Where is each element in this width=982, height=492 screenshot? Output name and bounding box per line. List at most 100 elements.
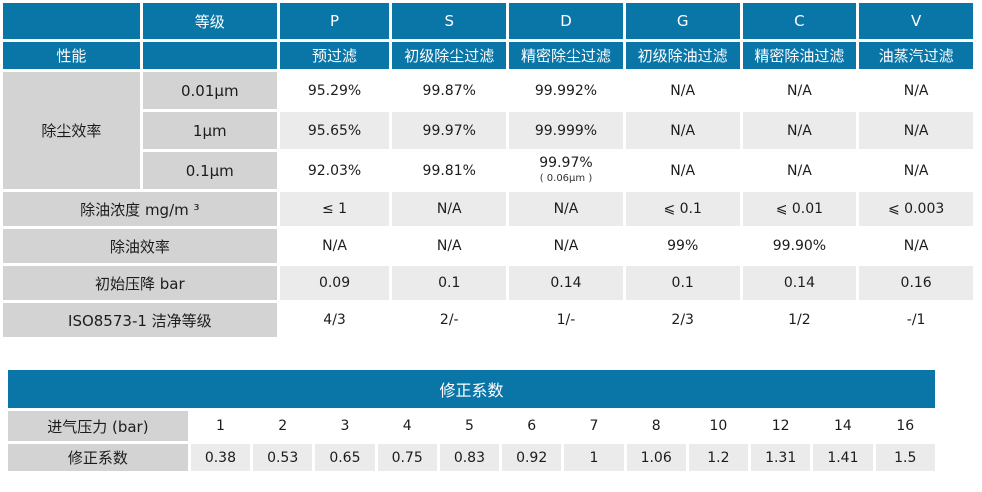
oil-concentration-row: 除油浓度 mg/m ³ ≤ 1 N/A N/A ⩽ 0.1 ⩽ 0.01 ⩽ 0… — [3, 192, 973, 226]
factor-value: 0.83 — [439, 444, 500, 471]
factor-value: 0.65 — [315, 444, 375, 471]
grade-cell-c: C — [742, 3, 857, 39]
value-cell: N/A — [859, 229, 973, 263]
value-cell: N/A — [279, 229, 390, 263]
filter-name-c: 精密除油过滤 — [742, 42, 857, 69]
pressure-value: 6 — [502, 411, 562, 441]
correction-title-row: 修正系数 — [8, 370, 935, 408]
pressure-value: 5 — [439, 411, 500, 441]
dust-efficiency-label: 除尘效率 — [3, 72, 140, 189]
factor-value: 1.5 — [875, 444, 935, 471]
factor-value: 0.38 — [190, 444, 251, 471]
value-text: 99.97% — [539, 154, 593, 171]
value-cell: 1/- — [509, 303, 623, 337]
value-cell: 2/- — [392, 303, 507, 337]
value-cell: ≤ 1 — [279, 192, 390, 226]
filter-name-header-row: 性能 预过滤 初级除尘过滤 精密除尘过滤 初级除油过滤 精密除油过滤 油蒸汽过滤 — [3, 42, 973, 69]
factor-value: 1.2 — [688, 444, 749, 471]
value-cell: 99% — [625, 229, 740, 263]
grade-cell-g: G — [625, 3, 740, 39]
value-note: ( 0.06μm ) — [539, 172, 593, 184]
correction-factor-row: 修正系数 0.38 0.53 0.65 0.75 0.83 0.92 1 1.0… — [8, 444, 935, 471]
value-cell: N/A — [742, 112, 857, 149]
iso-class-row: ISO8573-1 洁净等级 4/3 2/- 1/- 2/3 1/2 -/1 — [3, 303, 973, 337]
filter-name-g: 初级除油过滤 — [625, 42, 740, 69]
row-label: ISO8573-1 洁净等级 — [3, 303, 277, 337]
pressure-value: 16 — [875, 411, 935, 441]
value-cell: 99.87% — [392, 72, 507, 109]
correction-factor-table: 修正系数 进气压力 (bar) 1 2 3 4 5 6 7 8 10 12 14… — [5, 367, 938, 474]
value-cell: N/A — [625, 72, 740, 109]
pressure-value: 1 — [190, 411, 251, 441]
value-cell-with-note: 99.97% ( 0.06μm ) — [509, 152, 623, 189]
value-cell: 92.03% — [279, 152, 390, 189]
particle-size-label: 0.01μm — [142, 72, 277, 109]
performance-table: 等级 P S D G C V 性能 预过滤 初级除尘过滤 精密除尘过滤 初级除油… — [3, 3, 973, 337]
value-cell: 0.16 — [859, 266, 973, 300]
pressure-value: 12 — [751, 411, 811, 441]
factor-value: 0.92 — [502, 444, 562, 471]
value-cell: N/A — [859, 72, 973, 109]
pressure-value: 14 — [813, 411, 873, 441]
value-cell: -/1 — [859, 303, 973, 337]
row-label: 除油浓度 mg/m ³ — [3, 192, 277, 226]
grade-header-row: 等级 P S D G C V — [3, 3, 973, 39]
value-cell: N/A — [509, 229, 623, 263]
value-cell: 0.1 — [625, 266, 740, 300]
factor-value: 0.75 — [377, 444, 437, 471]
value-cell: 95.65% — [279, 112, 390, 149]
pressure-drop-row: 初始压降 bar 0.09 0.1 0.14 0.1 0.14 0.16 — [3, 266, 973, 300]
value-cell: N/A — [392, 229, 507, 263]
value-cell: 99.999% — [509, 112, 623, 149]
value-cell: 95.29% — [279, 72, 390, 109]
pressure-value: 8 — [626, 411, 686, 441]
value-cell: 1/2 — [742, 303, 857, 337]
value-cell: N/A — [625, 152, 740, 189]
performance-label-cell: 性能 — [3, 42, 140, 69]
grade-cell-v: V — [859, 3, 973, 39]
filter-name-p: 预过滤 — [279, 42, 390, 69]
value-cell: 99.97% — [392, 112, 507, 149]
filter-name-s: 初级除尘过滤 — [392, 42, 507, 69]
factor-value: 0.53 — [253, 444, 313, 471]
value-cell: 0.14 — [742, 266, 857, 300]
value-cell: N/A — [859, 152, 973, 189]
value-cell: N/A — [742, 72, 857, 109]
value-cell: 2/3 — [625, 303, 740, 337]
grade-cell-d: D — [509, 3, 623, 39]
grade-cell-p: P — [279, 3, 390, 39]
value-cell: 0.1 — [392, 266, 507, 300]
pressure-value: 4 — [377, 411, 437, 441]
row-label: 初始压降 bar — [3, 266, 277, 300]
pressure-value: 3 — [315, 411, 375, 441]
dust-row-1um: 1μm 95.65% 99.97% 99.999% N/A N/A N/A — [3, 112, 973, 149]
value-cell: 4/3 — [279, 303, 390, 337]
filter-name-d: 精密除尘过滤 — [509, 42, 623, 69]
value-cell: 0.09 — [279, 266, 390, 300]
factor-value: 1 — [564, 444, 624, 471]
pressure-value: 7 — [564, 411, 624, 441]
factor-value: 1.41 — [813, 444, 873, 471]
value-cell: ⩽ 0.1 — [625, 192, 740, 226]
pressure-value: 10 — [688, 411, 749, 441]
oil-efficiency-row: 除油效率 N/A N/A N/A 99% 99.90% N/A — [3, 229, 973, 263]
inlet-pressure-label: 进气压力 (bar) — [8, 411, 188, 441]
value-cell: ⩽ 0.01 — [742, 192, 857, 226]
dust-row-0.1um: 0.1μm 92.03% 99.81% 99.97% ( 0.06μm ) N/… — [3, 152, 973, 189]
correction-factor-label: 修正系数 — [8, 444, 188, 471]
grade-label-cell: 等级 — [142, 3, 277, 39]
value-cell: 99.90% — [742, 229, 857, 263]
factor-value: 1.31 — [751, 444, 811, 471]
dust-row-0.01um: 除尘效率 0.01μm 95.29% 99.87% 99.992% N/A N/… — [3, 72, 973, 189]
particle-size-label: 0.1μm — [142, 152, 277, 189]
value-cell: N/A — [625, 112, 740, 149]
value-cell: N/A — [392, 192, 507, 226]
filter-name-v: 油蒸汽过滤 — [859, 42, 973, 69]
row-label: 除油效率 — [3, 229, 277, 263]
value-cell: N/A — [859, 112, 973, 149]
inlet-pressure-row: 进气压力 (bar) 1 2 3 4 5 6 7 8 10 12 14 16 — [8, 411, 935, 441]
value-cell: 99.81% — [392, 152, 507, 189]
correction-table-title: 修正系数 — [8, 370, 935, 408]
empty-corner-cell — [3, 3, 140, 39]
